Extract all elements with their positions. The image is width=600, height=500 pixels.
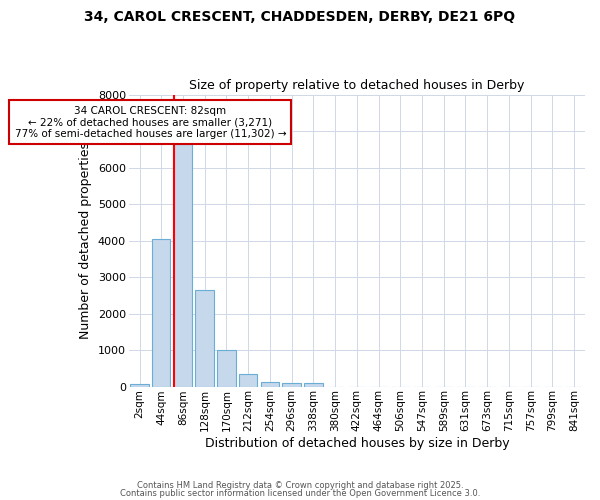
Bar: [283, 383, 301, 386]
Text: 34 CAROL CRESCENT: 82sqm
← 22% of detached houses are smaller (3,271)
77% of sem: 34 CAROL CRESCENT: 82sqm ← 22% of detach…: [14, 106, 286, 138]
Text: Contains public sector information licensed under the Open Government Licence 3.: Contains public sector information licen…: [120, 488, 480, 498]
Text: Contains HM Land Registry data © Crown copyright and database right 2025.: Contains HM Land Registry data © Crown c…: [137, 481, 463, 490]
Title: Size of property relative to detached houses in Derby: Size of property relative to detached ho…: [189, 79, 524, 92]
Bar: [260, 382, 279, 386]
Bar: [174, 144, 192, 386]
X-axis label: Distribution of detached houses by size in Derby: Distribution of detached houses by size …: [205, 437, 509, 450]
Text: 34, CAROL CRESCENT, CHADDESDEN, DERBY, DE21 6PQ: 34, CAROL CRESCENT, CHADDESDEN, DERBY, D…: [85, 10, 515, 24]
Bar: [130, 384, 149, 386]
Bar: [217, 350, 236, 387]
Y-axis label: Number of detached properties: Number of detached properties: [79, 142, 92, 339]
Bar: [196, 290, 214, 386]
Bar: [152, 238, 170, 386]
Bar: [304, 383, 323, 386]
Bar: [239, 374, 257, 386]
